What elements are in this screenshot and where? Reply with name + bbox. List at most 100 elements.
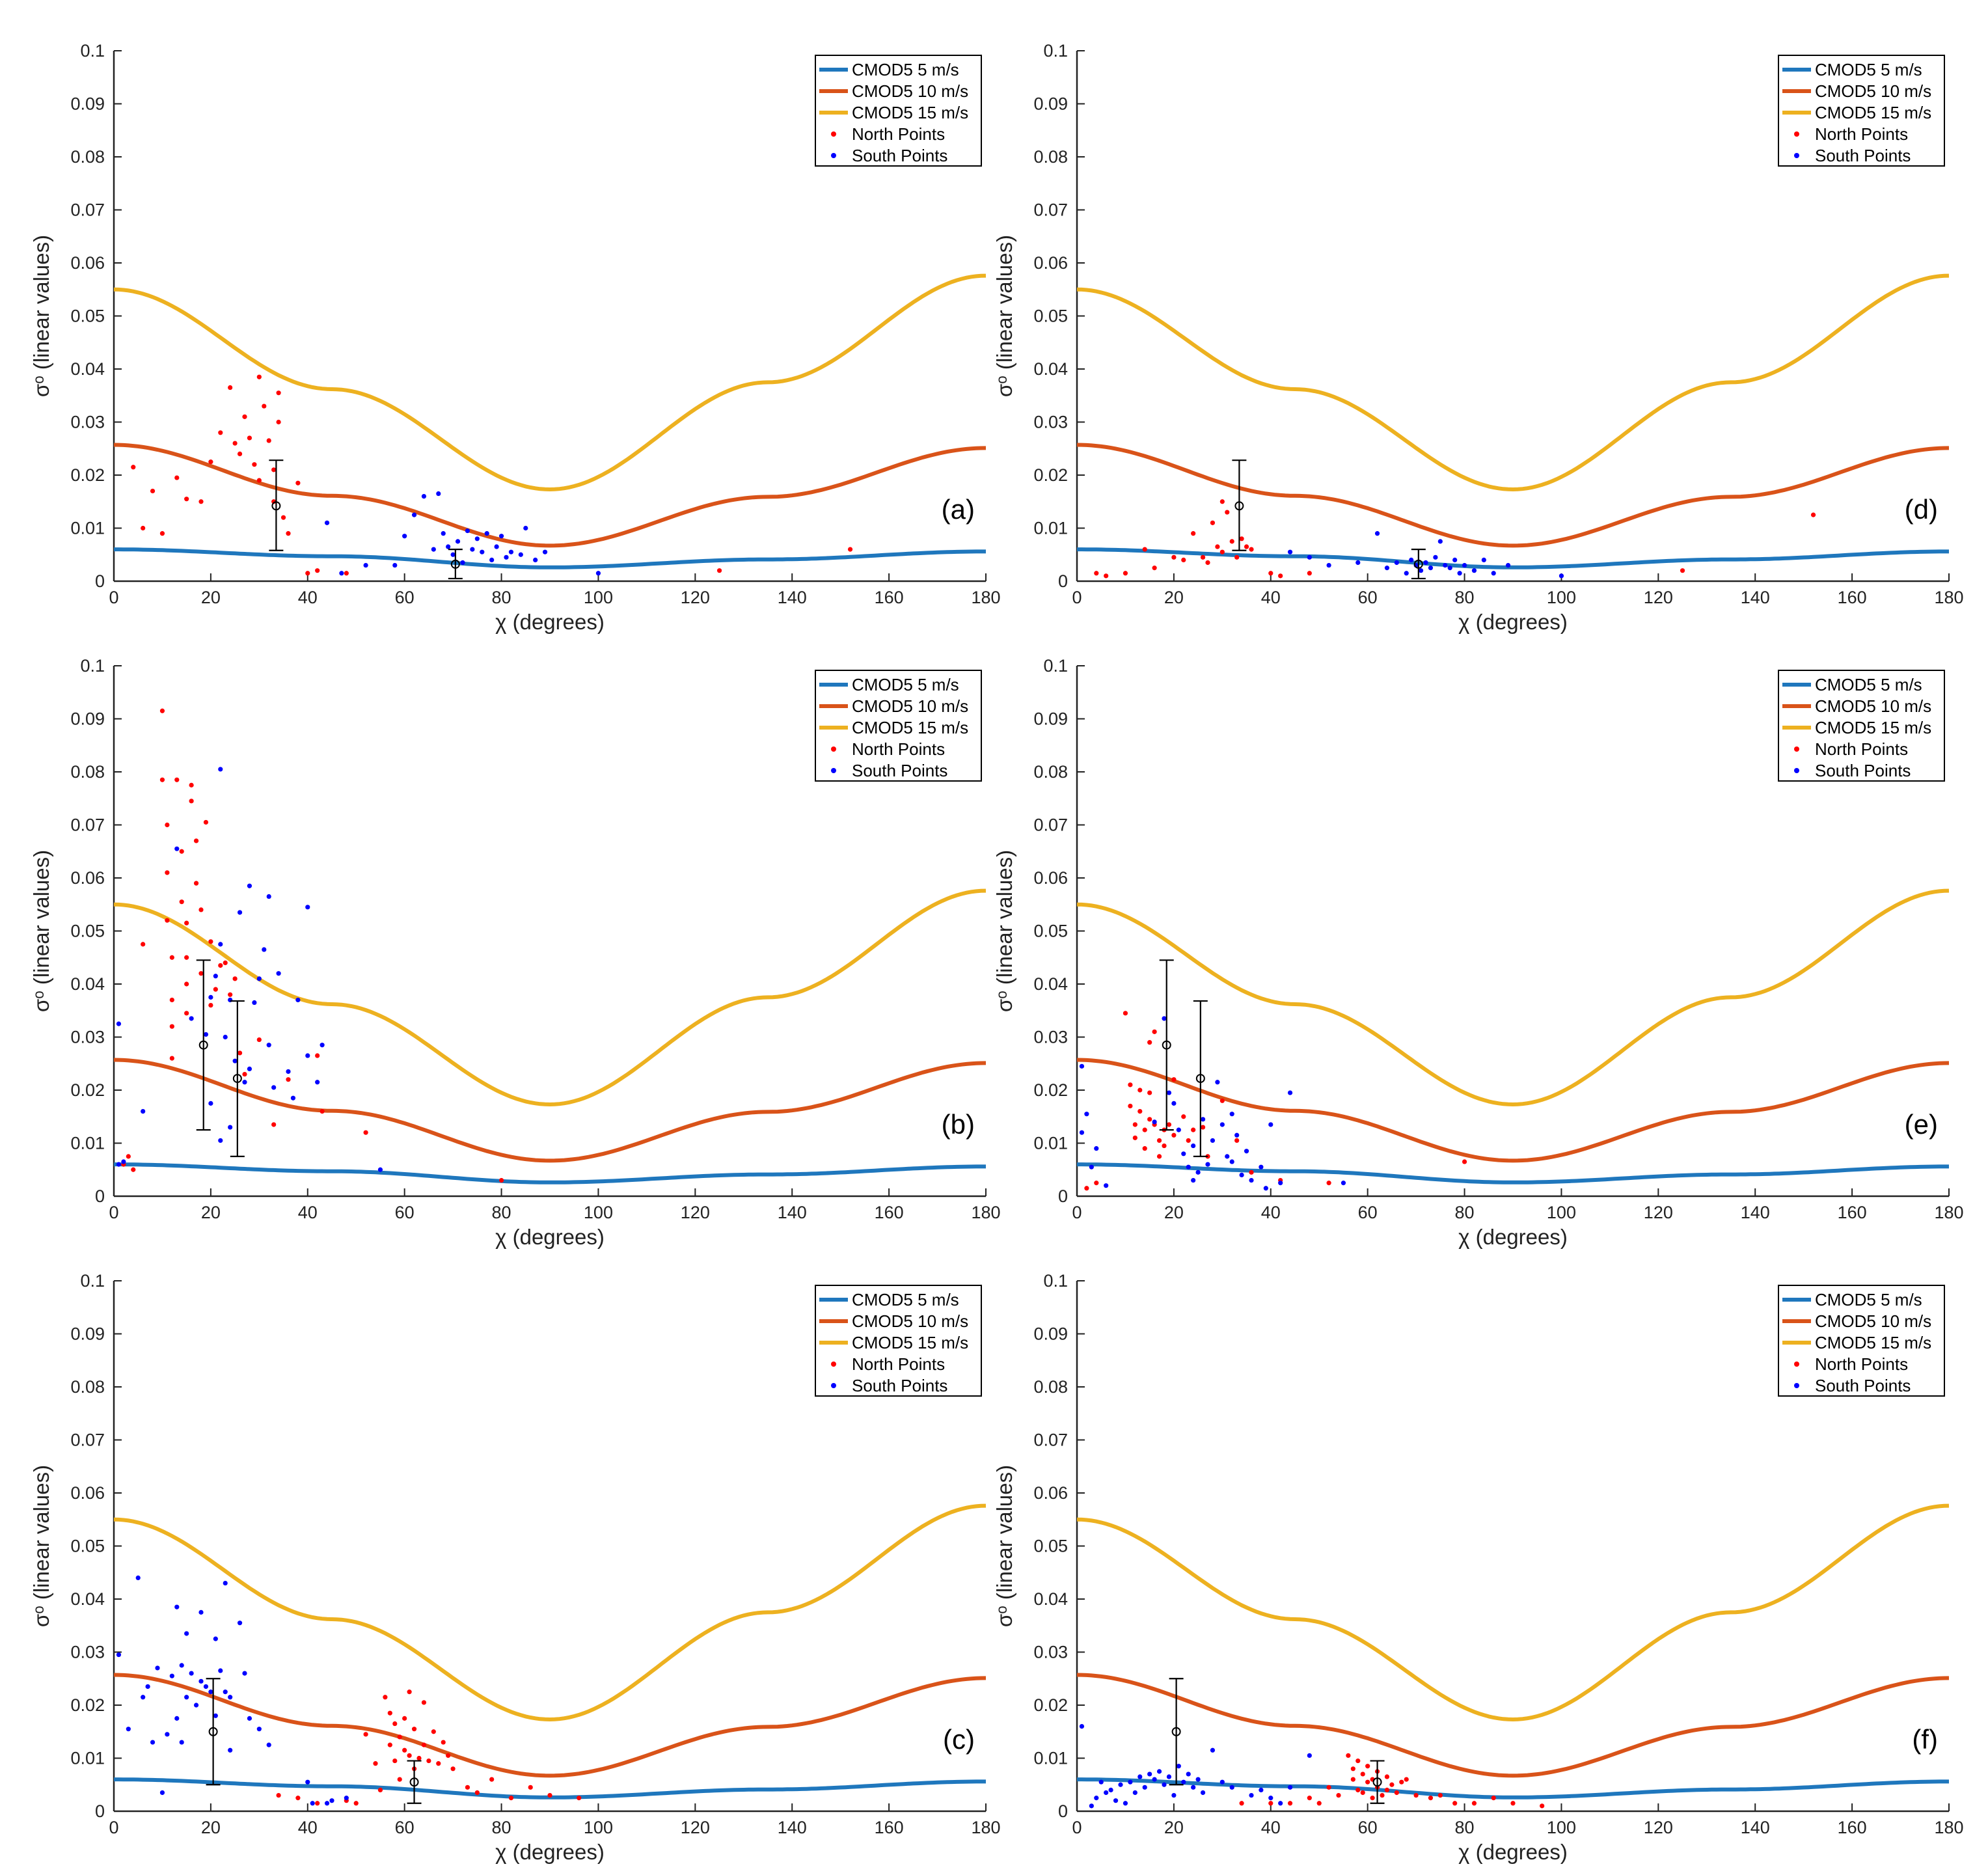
y-tick-label: 0.05 [70,307,105,326]
x-tick-label: 100 [1547,1818,1576,1837]
legend-label: CMOD5 15 m/s [1815,103,1931,122]
south-point [179,1663,184,1668]
north-point [237,1050,243,1056]
x-tick-label: 120 [1644,1818,1673,1837]
north-point [169,1024,174,1029]
x-tick-label: 100 [1547,588,1576,607]
south-point [247,1066,252,1071]
south-point [184,1631,189,1636]
south-point [329,1798,334,1803]
panel-tag: (d) [1905,494,1938,525]
x-tick-label: 80 [492,1203,511,1222]
north-point [242,1071,247,1077]
south-point [1108,1787,1113,1792]
south-point [1152,1119,1157,1125]
north-point [1123,1011,1128,1016]
south-point [189,1671,194,1676]
chart-panel-e: 0 20 40 60 80 100 120 140 160 180 0 0.01 0.02 0.03 0.0… [963,615,1964,1249]
north-point [131,465,136,470]
south-point [450,552,456,557]
south-point [1156,1769,1162,1774]
legend-label: CMOD5 5 m/s [852,1290,959,1309]
south-point [480,549,485,554]
south-point [377,1167,383,1172]
south-point [256,1727,262,1732]
south-point [441,531,446,536]
north-point [1287,1801,1293,1806]
legend-label: North Points [852,124,945,144]
legend-label: South Points [852,761,947,780]
legend-label: CMOD5 15 m/s [1815,718,1931,737]
north-point [184,497,189,502]
south-point [1128,1779,1133,1785]
north-point [198,907,204,912]
x-tick-label: 160 [875,1203,904,1222]
south-point [1229,1112,1234,1117]
south-point [1287,1785,1293,1790]
curve-cmod5-10 [113,1058,987,1163]
x-tick-label: 60 [395,1818,415,1837]
chart-svg-e: 0 20 40 60 80 100 120 140 160 180 0 0.01 0.02 0.03 0.0… [992,656,1964,1249]
north-point [159,531,165,536]
south-point [339,571,344,576]
north-point [232,976,238,981]
north-point [528,1785,533,1790]
south-point [1176,1127,1181,1132]
north-point [159,708,165,713]
y-tick-label: 0.04 [1033,359,1068,379]
south-point [228,1695,233,1700]
y-tick-label: 0 [95,571,105,591]
north-point [436,1761,441,1766]
south-point [1098,1779,1104,1785]
north-point [320,1109,325,1114]
x-tick-label: 0 [1072,588,1082,607]
x-tick-label: 140 [778,1203,807,1222]
curve-cmod5-5 [114,1162,986,1184]
south-point [431,547,436,552]
curve-cmod5-10 [1076,1058,1950,1163]
curve-cmod5-5 [1077,1162,1949,1184]
y-tick-label: 0.05 [70,922,105,941]
curve-cmod5-15 [1076,1503,1950,1722]
south-point [155,1665,160,1671]
y-tick-label: 0.03 [70,413,105,432]
north-point [315,568,320,573]
north-point [465,1785,470,1790]
north-point [407,1690,412,1695]
north-point [315,1053,320,1058]
north-point [237,451,243,457]
north-point [392,1758,398,1764]
south-point [1418,568,1424,573]
north-point [1152,566,1157,571]
south-point [262,947,267,952]
x-tick-label: 100 [584,1203,613,1222]
south-point [237,910,243,915]
south-point [218,1668,223,1673]
y-tick-label: 0.03 [1033,413,1068,432]
y-tick-label: 0.02 [1033,1695,1068,1715]
errorbar-mean-marker [1413,559,1423,569]
south-point [218,942,223,947]
north-point [1360,1772,1365,1777]
north-point [208,1003,213,1008]
south-point [266,1043,271,1048]
north-point [387,1710,392,1716]
panel-tag: (c) [943,1724,975,1755]
north-point [1137,1088,1143,1093]
legend-swatch-dot [831,153,836,158]
y-tick-label: 0.08 [1033,147,1068,167]
south-point [320,1043,325,1048]
chart-panel-f: 0 20 40 60 80 100 120 140 160 180 0 0.01 0.02 0.03 0.0… [963,1230,1964,1864]
south-point [523,525,528,531]
x-tick-label: 20 [1164,1203,1184,1222]
x-tick-label: 40 [1261,1203,1281,1222]
y-tick-label: 0.04 [70,974,105,994]
south-point [1094,1146,1099,1151]
south-point [1142,1785,1147,1790]
south-point [1287,549,1293,554]
x-tick-label: 20 [201,1203,221,1222]
south-point [1433,554,1438,560]
y-tick-label: 0.04 [70,359,105,379]
south-point [1355,560,1361,566]
x-tick-label: 160 [1838,1203,1867,1222]
